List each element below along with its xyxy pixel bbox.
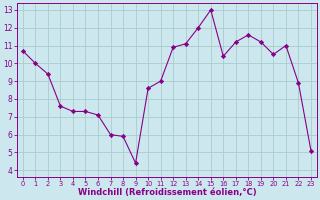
X-axis label: Windchill (Refroidissement éolien,°C): Windchill (Refroidissement éolien,°C) <box>77 188 256 197</box>
